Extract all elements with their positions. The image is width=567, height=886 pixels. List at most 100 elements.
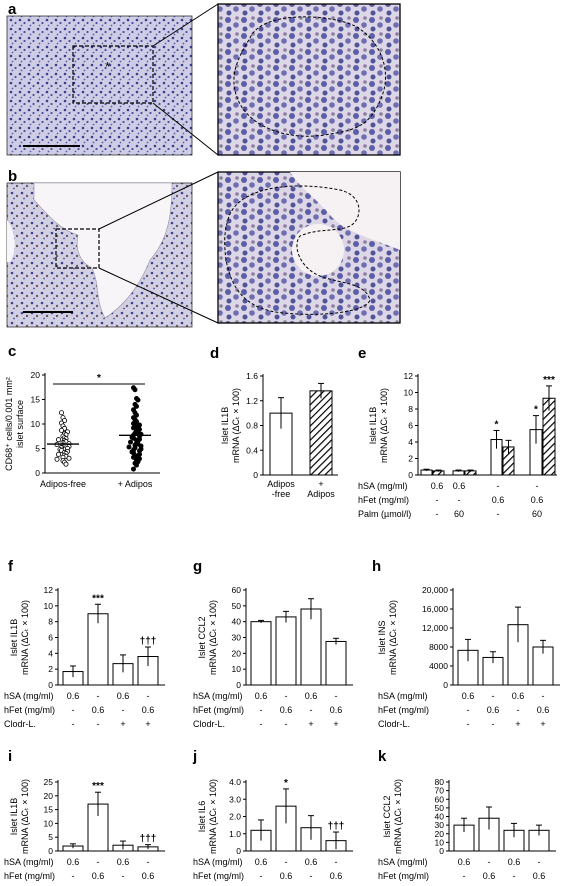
y-tick-label: 10	[404, 388, 414, 398]
y-tick-label: 80	[435, 777, 445, 787]
chart-panel-f: f *** ††† 0 2 4 6 8 10 12 Islet IL1B mRNA (ΔCₜ × 10…	[4, 558, 165, 729]
y-tick-label: 5	[48, 832, 53, 842]
condition-row-label: hFet (mg/ml)	[4, 705, 55, 715]
y-tick-label: 50	[232, 601, 242, 611]
panel-letter-j: j	[192, 748, 197, 765]
condition-cell: -	[97, 719, 100, 729]
adipocyte-region	[33, 182, 173, 319]
condition-cell: 0.6	[280, 871, 293, 881]
y-tick-label: 6	[408, 421, 413, 431]
condition-cell: -	[335, 691, 338, 701]
x-category-label: Adipos	[307, 489, 335, 499]
data-point	[59, 427, 65, 433]
condition-cell: 0.6	[458, 857, 471, 867]
condition-row-label: hSA (mg/ml)	[4, 691, 54, 701]
condition-row-label: hFet (mg/ml)	[378, 871, 429, 881]
y-tick-label: 8000	[429, 642, 448, 652]
condition-row-label: hSA (mg/ml)	[193, 857, 243, 867]
condition-cell: -	[147, 691, 150, 701]
condition-cell: 0.6	[531, 495, 544, 505]
condition-cell: -	[122, 705, 125, 715]
condition-cell: 0.6	[255, 857, 268, 867]
condition-cell: -	[463, 871, 466, 881]
y-tick-label: 20	[31, 370, 41, 380]
bar	[325, 640, 347, 686]
condition-cell: -	[285, 719, 288, 729]
y-tick-label: 50	[435, 803, 445, 813]
y-tick-label: 10	[44, 601, 54, 611]
connector-line	[98, 267, 219, 324]
significance-marker: †††	[140, 834, 157, 845]
y-tick-label: 10	[31, 419, 41, 429]
condition-cell: 0.6	[512, 691, 525, 701]
y-tick-label: 10	[232, 664, 242, 674]
condition-cell: -	[72, 719, 75, 729]
y-tick-label: 20	[435, 829, 445, 839]
condition-cell: 0.6	[462, 691, 475, 701]
condition-cell: -	[72, 871, 75, 881]
condition-cell: 0.6	[67, 857, 80, 867]
condition-cell: 0.6	[117, 691, 130, 701]
condition-cell: 0.6	[453, 481, 466, 491]
panel-letter-h: h	[372, 558, 381, 575]
y-tick-label: 40	[435, 812, 445, 822]
y-tick-label: 12,000	[422, 623, 448, 633]
condition-row-label: hFet (mg/ml)	[378, 705, 429, 715]
condition-cell: 60	[532, 509, 542, 519]
panel-letter-b: b	[8, 168, 17, 185]
condition-cell: -	[147, 857, 150, 867]
significance-marker: *	[97, 373, 101, 384]
condition-cell: 0.6	[483, 871, 496, 881]
y-tick-label: 0	[35, 468, 40, 478]
y-tick-label: 0	[443, 680, 448, 690]
condition-cell: -	[97, 857, 100, 867]
condition-row-label: hSA (mg/ml)	[193, 691, 243, 701]
condition-cell: 0.6	[330, 705, 343, 715]
adipocyte-region	[292, 224, 344, 276]
islet-outline	[233, 16, 386, 137]
connector-line	[152, 3, 219, 47]
condition-cell: 0.6	[305, 691, 318, 701]
y-tick-label: 0	[408, 470, 413, 480]
condition-cell: 0.6	[508, 857, 521, 867]
bar	[87, 613, 109, 686]
connector-line	[152, 102, 219, 156]
significance-marker: *	[284, 778, 288, 789]
y-tick-label: 30	[435, 820, 445, 830]
x-category-label: Adipos-free	[40, 479, 86, 489]
condition-cell: +	[333, 719, 338, 729]
chart-panel-g: g 0 10 20 30 40 50 60 Islet CCL2 mRNA (ΔCₜ × 100)…	[193, 558, 353, 729]
condition-row-label: Palm (µmol/l)	[358, 509, 411, 519]
y-tick-label: 0	[253, 470, 258, 480]
significance-marker: †††	[140, 636, 157, 647]
y-axis-label: CD68⁺ cells/0.001 mm²	[4, 377, 14, 471]
condition-cell: -	[513, 871, 516, 881]
condition-cell: 0.6	[255, 691, 268, 701]
condition-cell: 0.6	[142, 705, 155, 715]
significance-marker: *	[534, 405, 538, 416]
y-tick-label: 15	[31, 395, 41, 405]
condition-cell: +	[120, 719, 125, 729]
panel-letter-i: i	[8, 748, 12, 765]
y-tick-label: 10	[435, 837, 445, 847]
panel-letter-c: c	[8, 343, 16, 360]
y-tick-label: 0	[48, 846, 53, 856]
data-point	[126, 444, 132, 450]
data-point	[127, 439, 133, 445]
condition-cell: -	[260, 719, 263, 729]
condition-cell: -	[497, 481, 500, 491]
condition-row-label: hSA (mg/ml)	[4, 857, 54, 867]
condition-cell: 0.6	[117, 857, 130, 867]
y-tick-label: 2.0	[229, 812, 241, 822]
x-category-label: -free	[272, 489, 291, 499]
y-axis-label: Islet CCL2	[382, 795, 392, 837]
condition-row-label: hFet (mg/ml)	[193, 705, 244, 715]
adipocyte-region	[7, 220, 15, 262]
condition-cell: -	[467, 705, 470, 715]
condition-cell: +	[540, 719, 545, 729]
y-tick-label: 16,000	[422, 604, 448, 614]
condition-cell: -	[335, 857, 338, 867]
condition-cell: 60	[454, 509, 464, 519]
condition-cell: 0.6	[492, 495, 505, 505]
y-tick-label: 4	[408, 437, 413, 447]
